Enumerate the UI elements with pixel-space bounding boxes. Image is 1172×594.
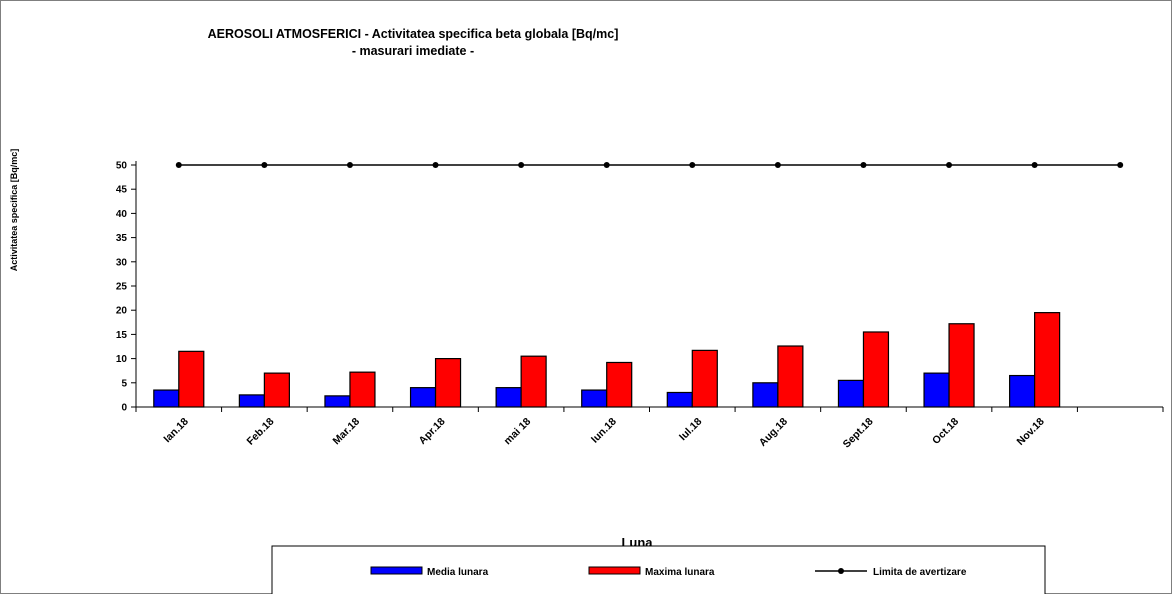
- bar-media-lunara: [837, 379, 865, 408]
- bar-media-lunara: [495, 387, 522, 408]
- bar-maxima-lunara: [691, 349, 718, 408]
- bar-maxima-lunara: [434, 358, 462, 408]
- line-marker: [518, 162, 525, 168]
- chart-title: AEROSOLI ATMOSFERICI - Activitatea speci…: [208, 27, 619, 41]
- y-tick-label: 5: [121, 378, 127, 389]
- bar-maxima-lunara: [862, 331, 890, 408]
- y-tick-label: 15: [116, 330, 128, 341]
- bar-media-lunara: [581, 389, 608, 408]
- plot-area: 0 5 10 15 20 25 30 35 40 45 50 Ian.18 Feb.18 Mar.18 Ap…: [116, 161, 1164, 451]
- x-category-label: Aug.18: [757, 416, 790, 449]
- line-marker: [603, 162, 610, 168]
- x-category-label: Oct.18: [930, 416, 961, 447]
- x-category-label: Sept.18: [841, 416, 876, 451]
- y-tick-label: 20: [116, 306, 128, 317]
- bar-media-lunara: [666, 391, 693, 408]
- y-tick-label: 25: [116, 282, 128, 293]
- x-category-label: Feb.18: [244, 416, 276, 448]
- legend-swatch-media: [370, 566, 423, 575]
- y-tick-label: 35: [116, 233, 128, 244]
- x-category-label: Ian.18: [161, 416, 191, 446]
- line-marker: [946, 162, 953, 168]
- bar-maxima-lunara: [349, 371, 376, 408]
- line-marker: [689, 162, 696, 168]
- bar-maxima-lunara: [1034, 312, 1061, 408]
- legend-marker-limita: [838, 568, 844, 574]
- x-category-label: Mar.18: [330, 416, 362, 448]
- legend-label-maxima: Maxima lunara: [645, 567, 715, 578]
- legend-label-media: Media lunara: [427, 567, 489, 578]
- bar-maxima-lunara: [520, 355, 547, 408]
- line-marker: [261, 162, 268, 168]
- x-category-label: Iun.18: [589, 416, 619, 446]
- x-category-label: Nov.18: [1014, 416, 1046, 448]
- bar-media-lunara: [153, 389, 180, 408]
- legend: Media lunara Maxima lunara Limita de ave…: [271, 545, 1046, 594]
- y-tick-label: 0: [121, 403, 127, 414]
- y-axis-label: Activitatea specifica [Bq/mc]: [9, 149, 19, 272]
- x-category-label: mai 18: [502, 416, 534, 448]
- bar-media-lunara: [324, 395, 351, 408]
- y-tick-label: 40: [116, 209, 128, 220]
- line-marker: [1117, 162, 1124, 168]
- line-marker: [860, 162, 867, 168]
- x-category-label: Iul.18: [677, 416, 705, 444]
- bar-maxima-lunara: [263, 372, 290, 408]
- bar-media-lunara: [923, 372, 950, 408]
- y-tick-label: 30: [116, 257, 128, 268]
- bar-media-lunara: [752, 382, 779, 408]
- bar-maxima-lunara: [178, 350, 205, 408]
- line-marker: [1031, 162, 1038, 168]
- line-marker: [432, 162, 439, 168]
- bar-media-lunara: [1009, 374, 1036, 408]
- bar-media-lunara: [238, 394, 265, 408]
- chart-subtitle: - masurari imediate -: [352, 44, 474, 58]
- y-tick-label: 50: [116, 161, 128, 172]
- bar-maxima-lunara: [606, 361, 633, 408]
- legend-swatch-maxima: [588, 566, 641, 575]
- line-marker: [774, 162, 781, 168]
- bar-maxima-lunara: [777, 345, 804, 408]
- legend-label-limita: Limita de avertizare: [873, 567, 967, 578]
- line-marker: [346, 162, 353, 168]
- y-tick-label: 10: [116, 354, 128, 365]
- y-tick-label: 45: [116, 185, 128, 196]
- bar-media-lunara: [409, 387, 437, 408]
- x-category-label: Apr.18: [416, 416, 447, 447]
- line-marker: [175, 162, 182, 168]
- bar-maxima-lunara: [948, 323, 975, 408]
